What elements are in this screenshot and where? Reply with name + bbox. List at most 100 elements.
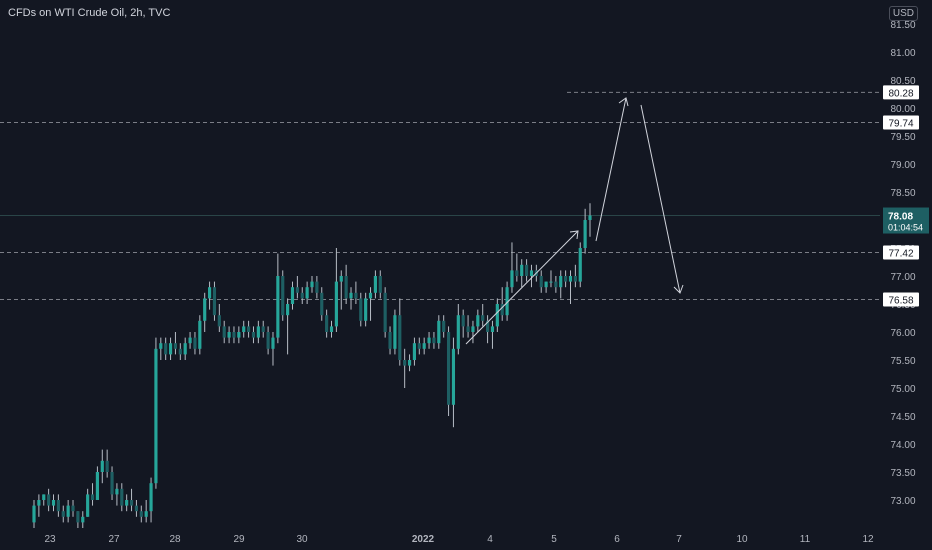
candle	[207, 281, 212, 310]
candle	[554, 276, 558, 293]
y-tick-label: 80.50	[890, 76, 915, 87]
candle	[500, 287, 504, 321]
candle-body	[476, 315, 480, 327]
candle	[407, 354, 412, 372]
candle-body	[222, 326, 226, 338]
level-badge	[883, 85, 919, 100]
candle-body	[520, 264, 524, 276]
candle-body	[251, 332, 256, 338]
candle-body	[144, 511, 148, 517]
projection-up-line[interactable]	[595, 97, 627, 242]
candle-body	[56, 500, 60, 512]
candle-body	[81, 516, 85, 523]
candle	[242, 320, 246, 338]
candle	[115, 483, 119, 506]
candle	[212, 281, 217, 321]
candle-body	[422, 343, 426, 349]
y-tick-label: 79.50	[890, 132, 915, 143]
candle-body	[554, 281, 558, 288]
level-badge-label: 76.58	[888, 296, 913, 307]
candle	[32, 500, 36, 528]
candle	[437, 315, 441, 349]
candle-body	[437, 320, 441, 344]
y-tick-label: 73.00	[890, 496, 915, 507]
candle	[300, 287, 304, 304]
x-tick-label: 28	[169, 534, 181, 545]
candle	[81, 511, 85, 528]
candle-body	[125, 500, 129, 506]
projection-down-line[interactable]	[640, 104, 681, 294]
candle	[125, 494, 129, 512]
candle	[403, 348, 407, 388]
candle-body	[481, 315, 485, 321]
candle-body	[159, 343, 163, 349]
currency-label[interactable]: USD	[888, 6, 918, 21]
candle-body	[300, 292, 304, 299]
candle	[183, 337, 187, 360]
candle-body	[266, 332, 270, 349]
candlestick-series	[32, 203, 592, 528]
candle-body	[115, 488, 119, 495]
candle-body	[339, 276, 343, 282]
level-badge	[883, 292, 919, 307]
candle	[364, 292, 368, 327]
candle	[310, 276, 314, 293]
candle	[422, 337, 426, 355]
candle	[286, 298, 290, 355]
candle-body	[354, 292, 358, 299]
candle	[217, 304, 221, 332]
candle	[271, 332, 275, 366]
candle	[427, 332, 431, 349]
candle-body	[583, 220, 587, 248]
candle	[188, 332, 192, 349]
candle	[315, 276, 319, 299]
candle-body	[271, 337, 275, 349]
candle-body	[47, 494, 51, 506]
candle-body	[412, 343, 417, 360]
candle-body	[359, 298, 363, 321]
candle	[442, 315, 446, 338]
drawing-annotations	[465, 97, 684, 345]
candle-body	[559, 276, 563, 288]
candle-body	[154, 348, 158, 484]
projection-down-arrowhead	[673, 284, 684, 294]
candle	[305, 281, 309, 304]
candle-body	[207, 287, 212, 299]
candle	[398, 298, 402, 366]
candle-body	[212, 287, 217, 316]
candle-body	[134, 505, 139, 512]
candle	[76, 511, 80, 528]
candle	[276, 253, 280, 344]
candle	[198, 315, 202, 355]
candle	[378, 270, 382, 299]
candle-body	[544, 281, 548, 288]
trend-arrow-line[interactable]	[465, 230, 579, 345]
candle-body	[32, 505, 36, 523]
candle-body	[490, 326, 495, 332]
candle	[325, 309, 329, 338]
candle-body	[568, 276, 573, 282]
candle-body	[344, 276, 348, 299]
candle-body	[505, 287, 509, 316]
candle-body	[407, 360, 412, 366]
time-axis[interactable]: 23 27 28 29 30 2022 4 5 6 7 10 11 12	[44, 534, 874, 545]
horizontal-levels	[0, 91, 880, 301]
candle-body	[432, 337, 436, 344]
candle	[251, 326, 256, 344]
candle-body	[276, 276, 280, 338]
candle	[256, 320, 260, 344]
x-tick-label: 30	[296, 534, 308, 545]
candle-body	[588, 215, 592, 220]
candle-body	[383, 292, 387, 332]
candle	[110, 466, 114, 500]
candle-body	[286, 304, 290, 316]
candle-body	[86, 494, 90, 517]
x-tick-label: 27	[108, 534, 120, 545]
candle-body	[193, 337, 197, 349]
candle	[56, 494, 60, 517]
candle-body	[305, 287, 309, 299]
candle-body	[90, 494, 95, 500]
candle	[51, 494, 56, 512]
candle	[349, 287, 353, 310]
